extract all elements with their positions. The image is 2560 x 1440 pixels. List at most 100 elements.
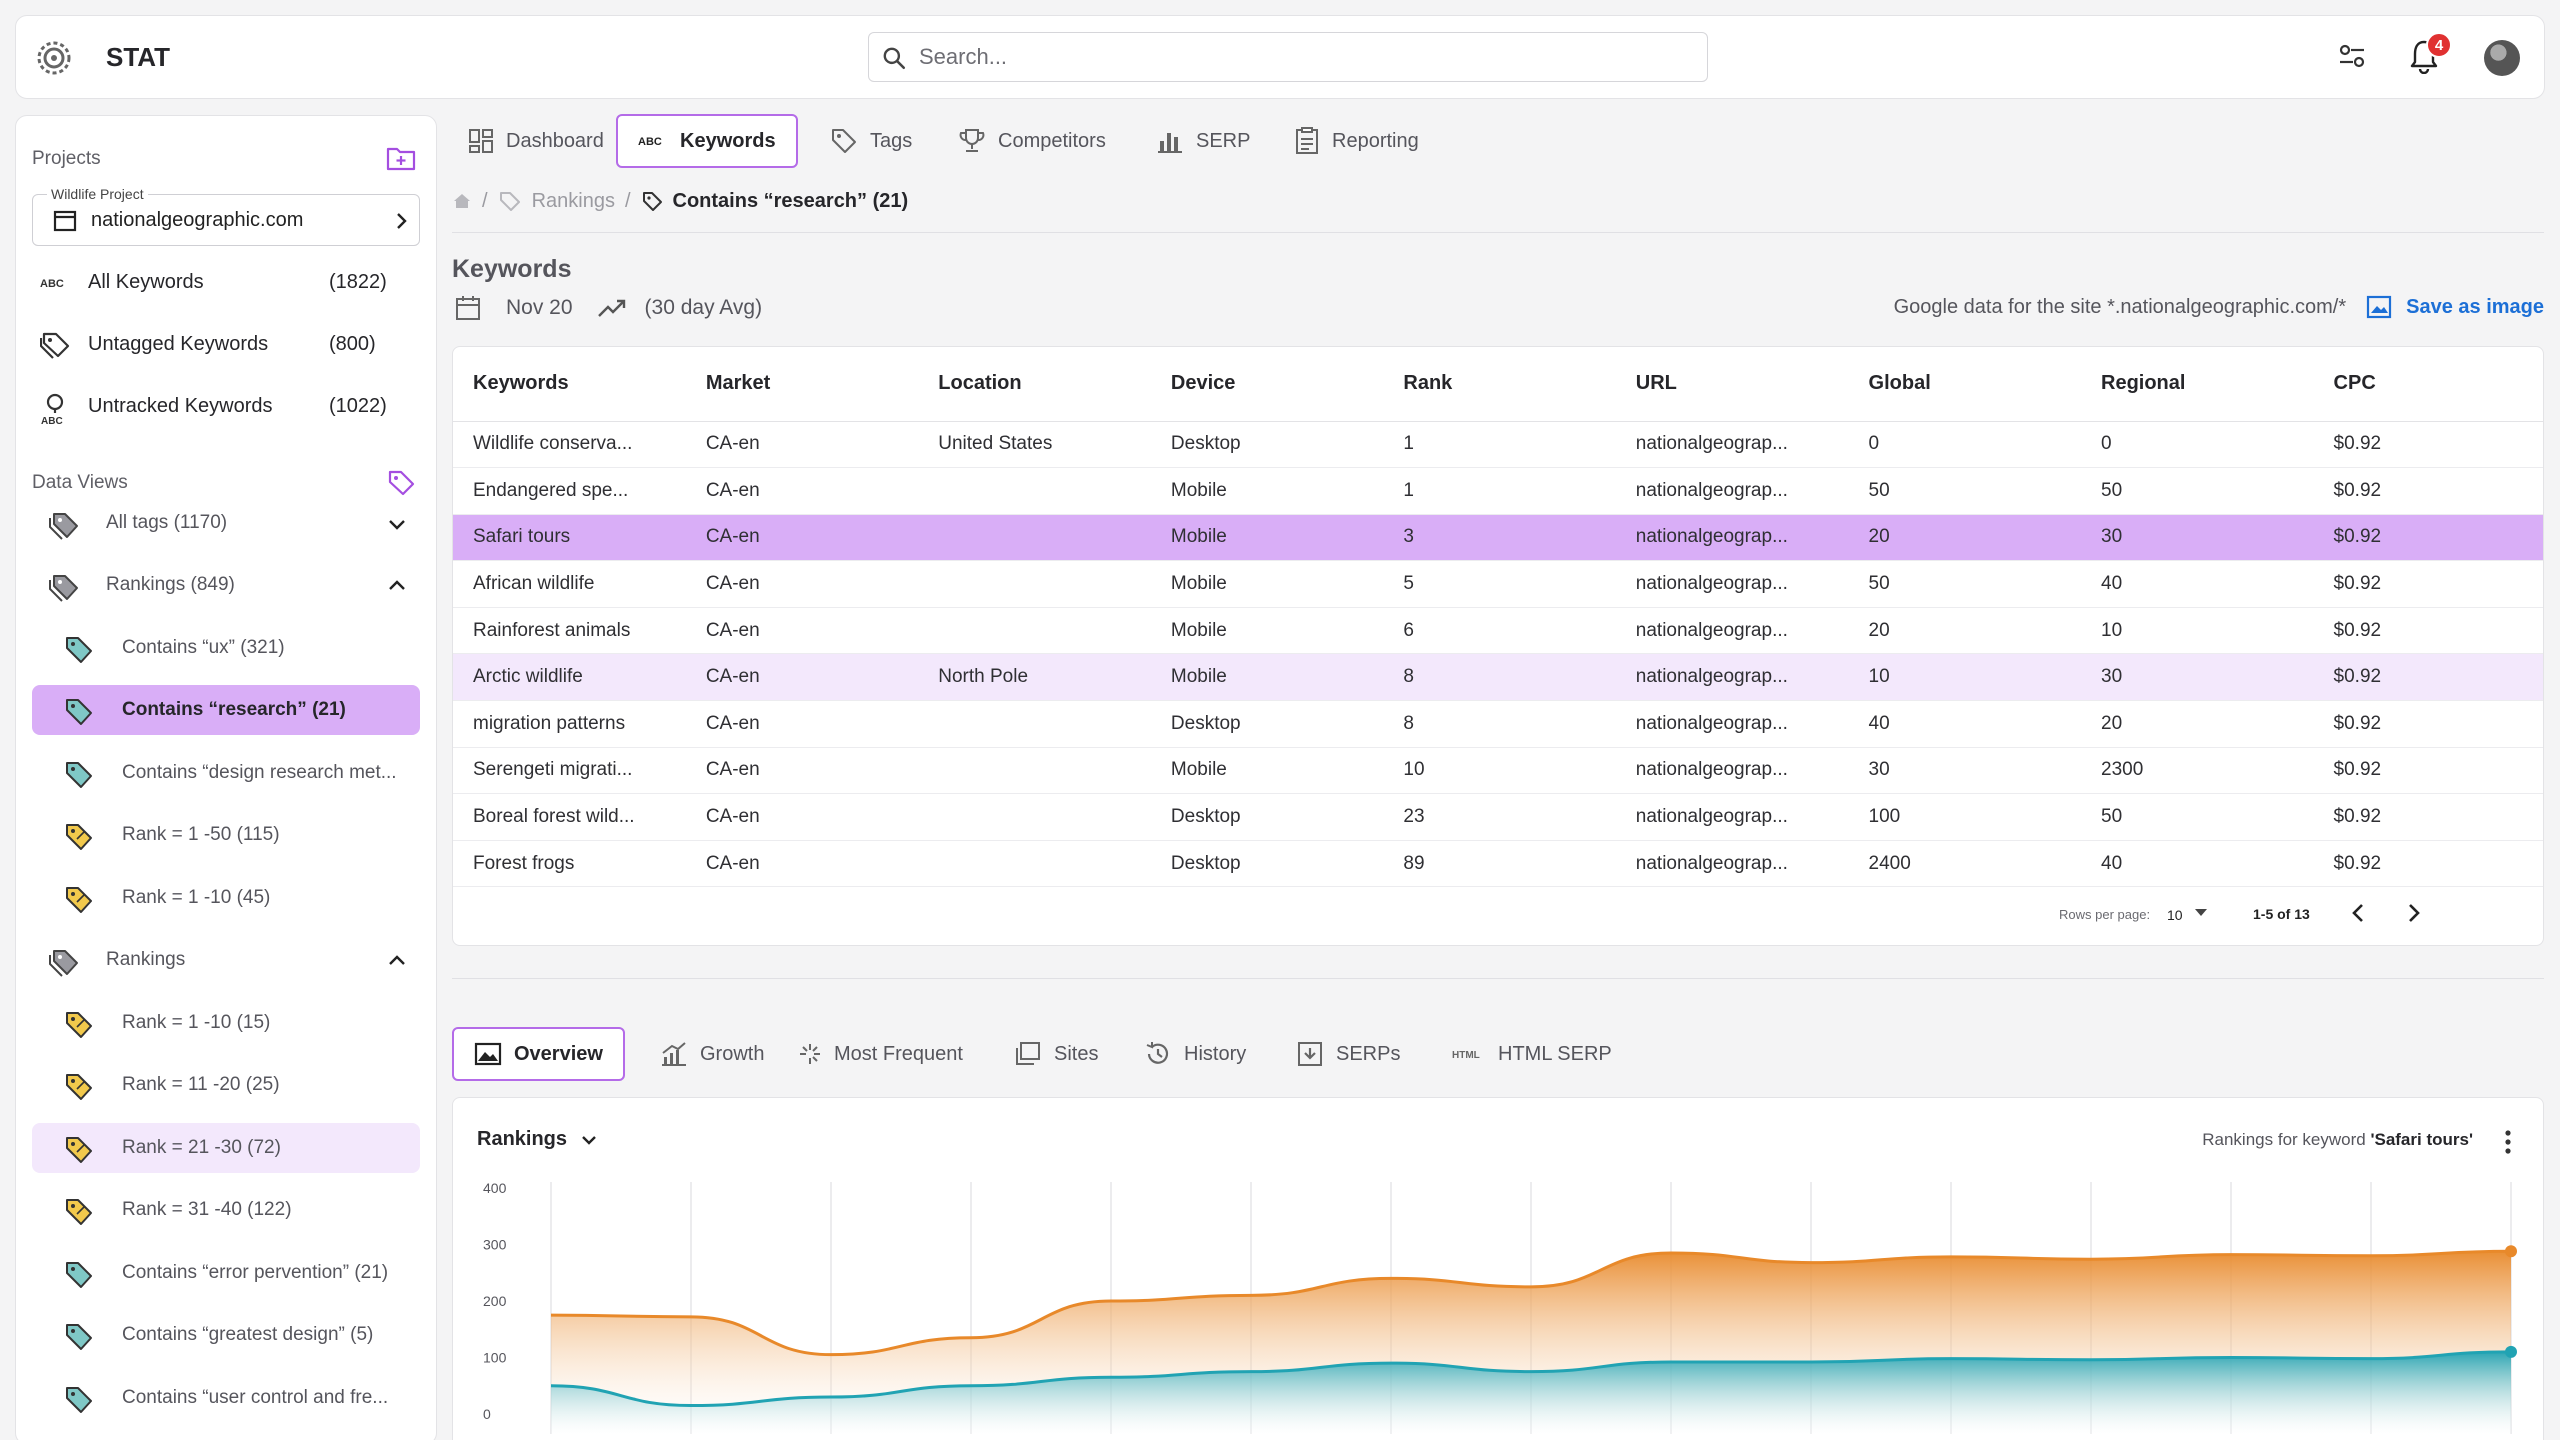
table-cell: 30 — [2081, 653, 2314, 702]
browser-window-icon — [53, 209, 77, 233]
data-view-item[interactable]: All tags (1170) — [32, 498, 420, 548]
tab-serp[interactable]: SERP — [1136, 114, 1270, 168]
data-view-item[interactable]: Rankings — [32, 935, 420, 985]
data-view-item[interactable]: Rank = 1 -10 (15) — [32, 998, 420, 1048]
chevron-left-icon[interactable] — [2347, 900, 2371, 926]
column-header[interactable]: Location — [918, 347, 1151, 422]
table-row[interactable]: Wildlife conserva... CA-en United States De… — [453, 421, 2543, 469]
table-cell: CA-en — [685, 467, 919, 515]
table-cell: nationalgeograp... — [1615, 700, 1849, 748]
chart-dropdown[interactable]: Rankings — [477, 1128, 599, 1151]
date-label[interactable]: Nov 20 — [506, 296, 573, 319]
data-view-label: Contains “user control and fre... — [122, 1387, 389, 1408]
chart-caption-prefix: Rankings for keyword — [2202, 1130, 2371, 1149]
table-row[interactable]: Forest frogs CA-en Desktop 89 nationalgeogra… — [453, 840, 2543, 888]
chevron-down-icon[interactable] — [386, 513, 408, 535]
home-icon[interactable] — [452, 191, 472, 211]
data-view-item[interactable]: Rank = 21 -30 (72) — [32, 1123, 420, 1173]
image-icon[interactable] — [2366, 294, 2392, 320]
tab-dashboard[interactable]: Dashboard — [448, 114, 624, 168]
table-cell: CA-en — [685, 607, 919, 655]
chevron-up-icon[interactable] — [386, 575, 408, 597]
subtab-html-serp[interactable]: HTML HTML SERP — [1432, 1027, 1632, 1081]
table-row[interactable]: Serengeti migrati... CA-en Mobile 10 nationa… — [453, 747, 2543, 795]
data-view-item[interactable]: Rank = 1 -50 (115) — [32, 810, 420, 860]
subtab-label: History — [1184, 1042, 1247, 1065]
table-row[interactable]: Endangered spe... CA-en Mobile 1 nationalgeo… — [453, 467, 2543, 515]
dashboard-icon — [468, 128, 494, 154]
subtab-growth[interactable]: Growth — [640, 1027, 784, 1081]
notification-count-badge: 4 — [2426, 32, 2452, 58]
caret-down-icon[interactable] — [2193, 905, 2209, 919]
table-row[interactable]: Safari tours CA-en Mobile 3 nationalgeograp.… — [453, 514, 2543, 562]
pagination: Rows per page: 10 1-5 of 13 — [1843, 887, 2543, 939]
table-cell: 6 — [1383, 607, 1616, 655]
untracked-keywords-item[interactable]: ABC Untracked Keywords (1022) — [32, 382, 420, 430]
subtab-history[interactable]: History — [1124, 1027, 1266, 1081]
all-keywords-item[interactable]: ABC All Keywords (1822) — [32, 258, 420, 306]
table-cell: $0.92 — [2313, 514, 2543, 562]
data-view-label: Rank = 31 -40 (122) — [122, 1199, 292, 1220]
tab-reporting[interactable]: Reporting — [1274, 114, 1439, 168]
data-view-item[interactable]: Contains “design research met... — [32, 748, 420, 798]
table-row[interactable]: Boreal forest wild... CA-en Desktop 23 natio… — [453, 793, 2543, 841]
column-header[interactable]: Market — [685, 347, 919, 422]
rows-per-page-value[interactable]: 10 — [2167, 907, 2183, 923]
column-header[interactable]: URL — [1615, 347, 1849, 422]
add-tag-icon[interactable] — [386, 468, 416, 498]
new-folder-icon[interactable] — [386, 144, 416, 172]
tab-tags[interactable]: Tags — [810, 114, 932, 168]
column-header[interactable]: Device — [1150, 347, 1384, 422]
data-view-item[interactable]: Contains “greatest design” (5) — [32, 1310, 420, 1360]
table-cell: 50 — [1848, 560, 2081, 608]
chevron-up-icon[interactable] — [386, 950, 408, 972]
subtab-overview[interactable]: Overview — [452, 1027, 625, 1081]
tab-keywords[interactable]: ABC Keywords — [616, 114, 798, 168]
data-view-item[interactable]: Rank = 1 -10 (45) — [32, 873, 420, 923]
search-box[interactable] — [868, 32, 1708, 82]
filter-settings-icon[interactable] — [2336, 40, 2368, 72]
column-header[interactable]: Regional — [2081, 347, 2314, 422]
data-view-item[interactable]: Rank = 31 -40 (122) — [32, 1185, 420, 1235]
subtab-most-frequent[interactable]: Most Frequent — [778, 1027, 983, 1081]
series-line — [550, 1350, 2512, 1408]
data-view-item[interactable]: Contains “research” (21) — [32, 685, 420, 735]
data-view-item[interactable]: Rank = 11 -20 (25) — [32, 1060, 420, 1110]
calendar-icon[interactable] — [454, 294, 482, 322]
save-as-image-link[interactable]: Save as image — [2406, 295, 2544, 318]
user-avatar[interactable] — [2484, 40, 2520, 76]
subtab-sites[interactable]: Sites — [994, 1027, 1118, 1081]
yellow-tag-icon — [64, 1010, 94, 1040]
y-tick-label: 200 — [483, 1293, 507, 1309]
table-row[interactable]: African wildlife CA-en Mobile 5 nationalgeog… — [453, 560, 2543, 608]
untagged-keywords-item[interactable]: Untagged Keywords (800) — [32, 320, 420, 368]
table-cell: 0 — [2081, 421, 2314, 469]
data-view-item[interactable]: Rankings (849) — [32, 560, 420, 610]
table-row[interactable]: Arctic wildlife CA-en North Pole Mobile 8 nat… — [453, 653, 2543, 702]
breadcrumb-parent[interactable]: Rankings — [531, 189, 615, 212]
column-header[interactable]: Rank — [1383, 347, 1616, 422]
table-row[interactable]: migration patterns CA-en Desktop 8 nationalg… — [453, 700, 2543, 748]
table-cell: $0.92 — [2313, 421, 2543, 469]
data-view-item[interactable]: Contains “user control and fre... — [32, 1373, 420, 1423]
untracked-keywords-label: Untracked Keywords — [88, 395, 273, 417]
search-input[interactable] — [919, 33, 1689, 81]
data-view-label: Rank = 1 -50 (115) — [122, 824, 280, 845]
subtab-serps[interactable]: SERPs — [1276, 1027, 1420, 1081]
data-view-item[interactable]: Contains “error pervention” (21) — [32, 1248, 420, 1298]
data-view-item[interactable]: Contains “ux” (321) — [32, 623, 420, 673]
table-cell — [918, 747, 1151, 795]
data-view-label: Rank = 1 -10 (15) — [122, 1012, 271, 1033]
chevron-right-icon[interactable] — [2401, 900, 2425, 926]
column-header[interactable]: Keywords — [453, 347, 686, 422]
table-cell: nationalgeograp... — [1615, 514, 1849, 562]
table-row[interactable]: Rainforest animals CA-en Mobile 6 nationalge… — [453, 607, 2543, 655]
more-vertical-icon[interactable] — [2503, 1128, 2513, 1156]
project-select[interactable]: Wildlife Project nationalgeographic.com — [32, 186, 420, 246]
app-logo-icon[interactable] — [34, 38, 74, 78]
table-cell — [918, 560, 1151, 608]
tab-competitors[interactable]: Competitors — [938, 114, 1126, 168]
table-cell: 20 — [1848, 514, 2081, 562]
column-header[interactable]: Global — [1848, 347, 2081, 422]
column-header[interactable]: CPC — [2313, 347, 2543, 422]
